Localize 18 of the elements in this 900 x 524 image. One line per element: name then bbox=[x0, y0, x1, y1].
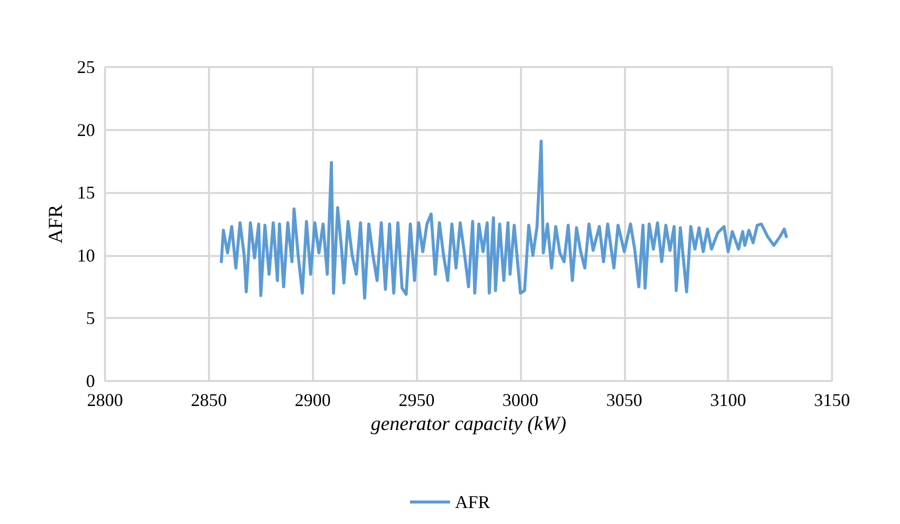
y-tick-label: 0 bbox=[86, 371, 95, 391]
x-tick-label: 2850 bbox=[190, 390, 227, 410]
y-axis-title: AFR bbox=[45, 204, 68, 244]
y-tick-label: 25 bbox=[77, 57, 95, 77]
x-tick-label: 3000 bbox=[502, 390, 538, 410]
y-tick-label: 5 bbox=[86, 308, 95, 328]
x-tick-label: 3100 bbox=[710, 390, 746, 410]
x-tick-label: 2900 bbox=[294, 390, 331, 410]
x-tick-label: 2950 bbox=[398, 390, 435, 410]
y-tick-label: 10 bbox=[77, 245, 95, 266]
x-tick-label: 2800 bbox=[87, 390, 123, 410]
y-tick-label: 15 bbox=[77, 182, 95, 203]
x-axis-title: generator capacity (kW) bbox=[370, 412, 567, 435]
line-series bbox=[220, 140, 788, 300]
legend-label: AFR bbox=[454, 492, 490, 512]
x-tick-label: 3050 bbox=[606, 390, 642, 410]
x-tick-label: 3150 bbox=[814, 390, 850, 410]
y-tick-label: 20 bbox=[77, 120, 95, 140]
